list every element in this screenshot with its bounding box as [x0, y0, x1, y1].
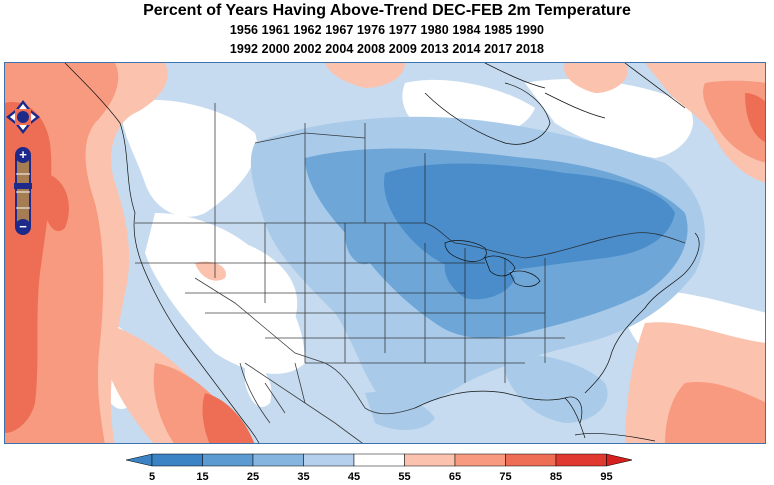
zoom-slider-handle[interactable]	[14, 183, 32, 189]
colorbar-tick-label: 35	[297, 471, 309, 483]
colorbar-swatch	[252, 453, 304, 467]
zoom-control[interactable]: + −	[12, 146, 34, 236]
deep-blue-zones	[384, 163, 675, 300]
colorbar-over-arrow	[606, 453, 632, 467]
colorbar-swatch	[353, 453, 405, 467]
colorbar-under-arrow	[126, 453, 153, 467]
colorbar-tick-label: 75	[499, 471, 511, 483]
colorbar-swatch	[505, 453, 557, 467]
colorbar-tick-label: 85	[550, 471, 562, 483]
pan-center[interactable]	[17, 111, 29, 123]
zoom-out-icon: −	[19, 219, 27, 234]
coastlines	[64, 63, 700, 443]
map-viewport[interactable]	[4, 62, 766, 444]
colorbar-swatch	[555, 453, 607, 467]
colorbar-swatch	[303, 453, 355, 467]
colorbar-tick-label: 55	[398, 471, 410, 483]
colorbar-legend: 5 15 25 35 45 55 65 75 85 95	[126, 453, 632, 483]
colorbar-swatch	[151, 453, 203, 467]
zoom-in-button[interactable]	[15, 147, 31, 163]
colorbar-swatch	[202, 453, 254, 467]
zoom-slider-track[interactable]	[15, 155, 31, 227]
colorbar-tick-label: 25	[247, 471, 259, 483]
temperature-map	[5, 63, 765, 443]
zoom-in-icon: +	[19, 147, 27, 162]
colorbar-tick-label: 5	[149, 471, 155, 483]
colorbar-tick-label: 45	[348, 471, 360, 483]
colorbar-tick-label: 15	[196, 471, 208, 483]
years-list-line-2: 1992 2000 2002 2004 2008 2009 2013 2014 …	[229, 42, 545, 56]
political-borders	[135, 103, 686, 443]
years-list-line-1: 1956 1961 1962 1967 1976 1977 1980 1984 …	[229, 23, 545, 37]
colorbar-tick-label: 65	[449, 471, 461, 483]
colorbar-tick-label: 95	[600, 471, 612, 483]
map-title: Percent of Years Having Above-Trend DEC-…	[143, 2, 631, 19]
pan-arrows-icon[interactable]	[6, 100, 40, 134]
colorbar-swatch	[404, 453, 456, 467]
colorbar-swatch	[454, 453, 506, 467]
zoom-out-button[interactable]	[15, 219, 31, 235]
